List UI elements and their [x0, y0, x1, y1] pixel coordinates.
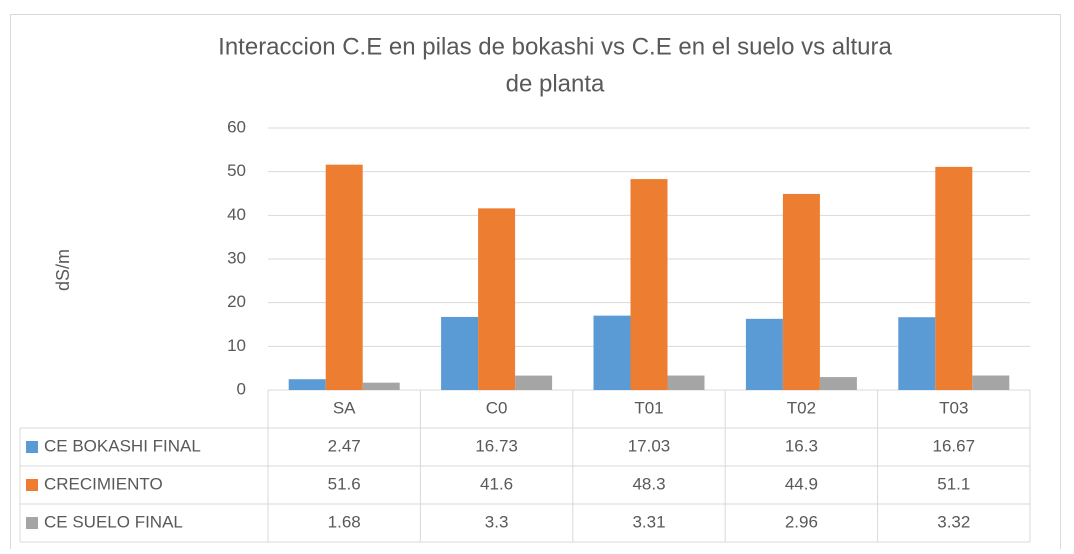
bar: [745, 318, 783, 390]
bar: [362, 382, 400, 390]
bar: [325, 164, 363, 390]
y-tick-label: 60: [227, 117, 246, 136]
bar: [782, 193, 820, 390]
chart-title: Interaccion C.E en pilas de bokashi vs C…: [218, 33, 892, 60]
table-value: 3.32: [937, 512, 970, 531]
y-axis-label: dS/m: [53, 249, 73, 291]
legend-swatch: [26, 441, 38, 453]
legend-label: CRECIMIENTO: [44, 474, 163, 493]
table-value: 17.03: [628, 436, 671, 455]
table-value: 16.3: [785, 436, 818, 455]
table-value: 48.3: [632, 474, 665, 493]
x-tick-label: T02: [787, 398, 816, 417]
bar: [898, 317, 936, 390]
bar: [819, 377, 857, 390]
legend-swatch: [26, 479, 38, 491]
y-tick-label: 30: [227, 248, 246, 267]
x-tick-label: T03: [939, 398, 968, 417]
y-tick-label: 50: [227, 161, 246, 180]
chart-title: de planta: [506, 70, 605, 97]
bar: [441, 316, 479, 390]
bar: [630, 179, 668, 390]
bar: [935, 166, 973, 390]
table-value: 51.1: [937, 474, 970, 493]
bar: [478, 208, 516, 390]
table-value: 16.67: [933, 436, 976, 455]
legend-swatch: [26, 517, 38, 529]
bar: [593, 315, 631, 390]
table-value: 41.6: [480, 474, 513, 493]
y-tick-label: 20: [227, 292, 246, 311]
table-value: 51.6: [328, 474, 361, 493]
bar: [972, 375, 1010, 390]
legend-label: CE SUELO FINAL: [44, 512, 183, 531]
table-value: 2.47: [328, 436, 361, 455]
y-tick-label: 0: [237, 379, 246, 398]
table-value: 2.96: [785, 512, 818, 531]
y-tick-label: 40: [227, 205, 246, 224]
table-value: 16.73: [475, 436, 518, 455]
x-tick-label: SA: [333, 398, 356, 417]
chart-border: [10, 14, 1061, 554]
bar: [288, 379, 326, 390]
x-tick-label: T01: [634, 398, 663, 417]
bar: [515, 375, 553, 390]
bar: [667, 375, 705, 390]
table-value: 44.9: [785, 474, 818, 493]
y-tick-label: 10: [227, 336, 246, 355]
legend-label: CE BOKASHI FINAL: [44, 436, 201, 455]
table-value: 1.68: [328, 512, 361, 531]
table-value: 3.3: [485, 512, 509, 531]
table-value: 3.31: [632, 512, 665, 531]
x-tick-label: C0: [486, 398, 508, 417]
